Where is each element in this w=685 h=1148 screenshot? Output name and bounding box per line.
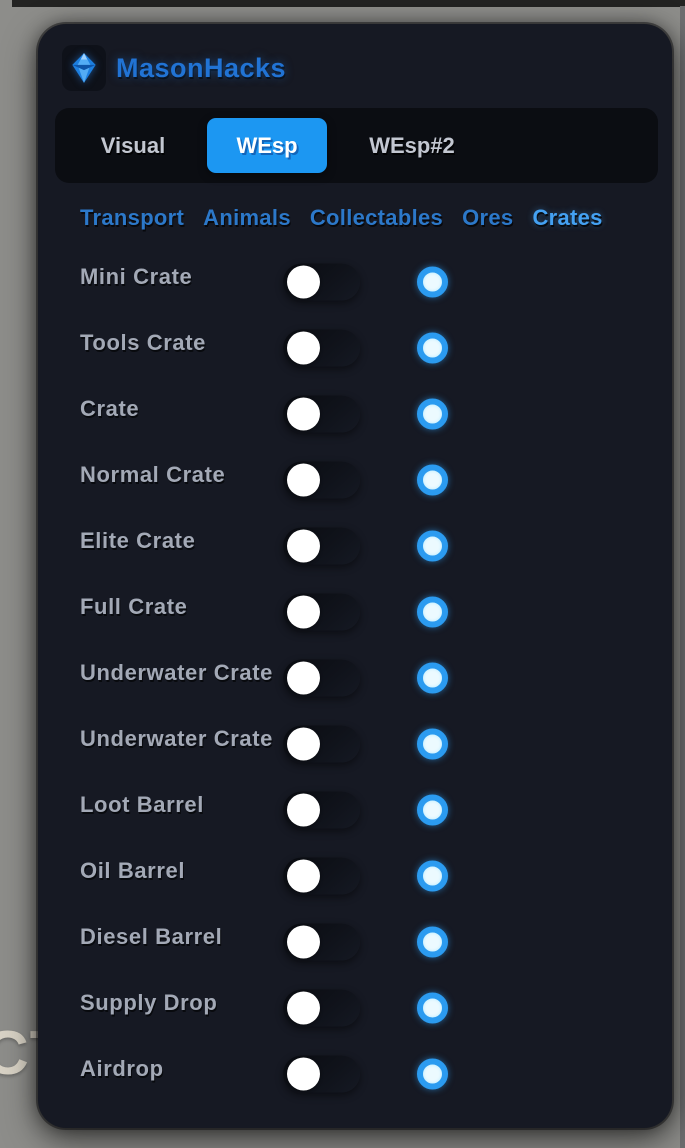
toggle-knob [287,265,320,299]
esp-visibility-toggle[interactable] [283,527,360,565]
esp-visibility-toggle[interactable] [283,263,360,301]
esp-item-label: Airdrop [80,1056,164,1081]
tab-item[interactable]: Visual [100,133,166,158]
esp-color-picker-button[interactable] [417,464,448,496]
toggle-knob [287,991,320,1025]
esp-item-list: Mini Crate Tools Crate Crate Normal Crat… [38,249,672,1107]
esp-row: Full Crate [38,579,672,645]
esp-color-picker-button[interactable] [417,794,448,826]
masonhacks-window: MasonHacks Visual WEsp WEsp#2 Transport … [38,24,672,1128]
esp-color-picker-button[interactable] [417,1058,448,1090]
esp-visibility-toggle[interactable] [283,989,360,1027]
esp-visibility-toggle[interactable] [283,923,360,961]
toggle-knob [287,463,320,497]
esp-item-label: Mini Crate [80,264,193,289]
esp-row: Loot Barrel [38,777,672,843]
category-tab-bar: Transport Animals Collectables Ores Crat… [38,205,672,230]
esp-row: Mini Crate [38,249,672,315]
esp-item-label: Full Crate [80,594,188,619]
esp-visibility-toggle[interactable] [283,395,360,433]
esp-color-picker-button[interactable] [417,992,448,1024]
esp-row: Underwater Crate [38,711,672,777]
esp-visibility-toggle[interactable] [283,461,360,499]
subtab-item[interactable]: Animals [203,205,291,230]
toggle-knob [287,859,320,893]
esp-row: Elite Crate [38,513,672,579]
toggle-knob [287,595,320,629]
esp-color-picker-button[interactable] [417,860,448,892]
esp-row: Normal Crate [38,447,672,513]
esp-color-picker-button[interactable] [417,266,448,298]
esp-item-label: Diesel Barrel [80,924,223,949]
toggle-knob [287,925,320,959]
esp-row: Oil Barrel [38,843,672,909]
esp-row: Supply Drop [38,975,672,1041]
esp-row: Crate [38,381,672,447]
esp-visibility-toggle[interactable] [283,857,360,895]
esp-item-label: Crate [80,396,140,421]
app-title: MasonHacks [116,52,287,83]
subtab-item[interactable]: Collectables [309,205,444,230]
esp-item-label: Tools Crate [80,330,206,355]
esp-color-picker-button[interactable] [417,530,448,562]
esp-item-label: Underwater Crate [80,726,273,751]
esp-color-picker-button[interactable] [417,332,448,364]
tab-item[interactable]: WEsp [207,118,327,173]
tab-item[interactable]: WEsp#2 [369,133,455,158]
subtab-item[interactable]: Transport [80,205,185,230]
esp-color-picker-button[interactable] [417,596,448,628]
esp-visibility-toggle[interactable] [283,725,360,763]
toggle-knob [287,1057,320,1091]
esp-visibility-toggle[interactable] [283,1055,360,1093]
esp-color-picker-button[interactable] [417,926,448,958]
gem-logo-icon [62,45,106,91]
esp-visibility-toggle[interactable] [283,659,360,697]
esp-visibility-toggle[interactable] [283,791,360,829]
esp-item-label: Loot Barrel [80,792,204,817]
window-header: MasonHacks [62,44,672,92]
esp-item-label: Elite Crate [80,528,196,553]
esp-row: Underwater Crate [38,645,672,711]
esp-row: Diesel Barrel [38,909,672,975]
esp-row: Tools Crate [38,315,672,381]
toggle-knob [287,793,320,827]
esp-item-label: Normal Crate [80,462,226,487]
esp-visibility-toggle[interactable] [283,329,360,367]
subtab-item[interactable]: Ores [462,205,514,230]
toggle-knob [287,529,320,563]
esp-color-picker-button[interactable] [417,728,448,760]
esp-item-label: Supply Drop [80,990,218,1015]
toggle-knob [287,331,320,365]
background-right-edge [680,6,685,1148]
esp-row: Airdrop [38,1041,672,1107]
toggle-knob [287,727,320,761]
subtab-item[interactable]: Crates [532,205,603,230]
background-window-edge [12,0,685,7]
main-tab-bar: Visual WEsp WEsp#2 [55,108,658,183]
esp-item-label: Oil Barrel [80,858,186,883]
toggle-knob [287,661,320,695]
esp-item-label: Underwater Crate [80,660,273,685]
toggle-knob [287,397,320,431]
esp-visibility-toggle[interactable] [283,593,360,631]
esp-color-picker-button[interactable] [417,662,448,694]
esp-color-picker-button[interactable] [417,398,448,430]
